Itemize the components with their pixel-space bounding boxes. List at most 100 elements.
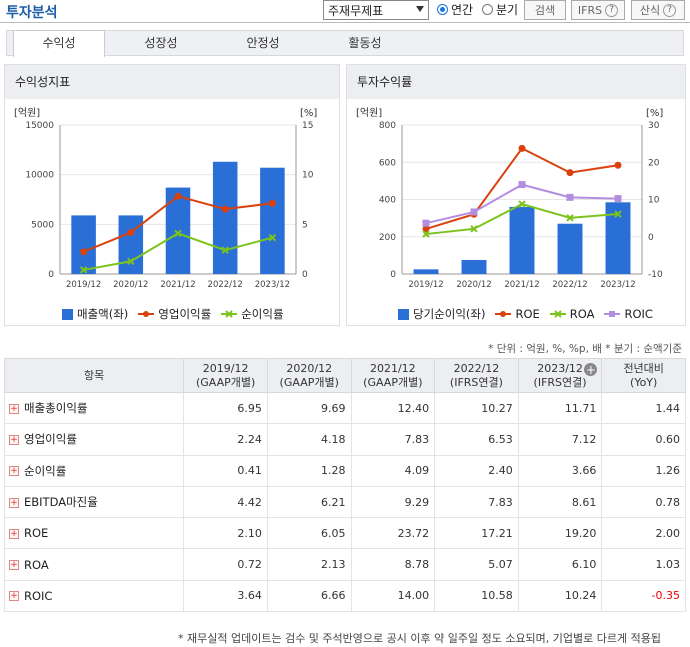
- expand-row-icon[interactable]: +: [9, 560, 19, 571]
- y-tick-label: 200: [379, 233, 396, 243]
- value-cell: 6.05: [266, 517, 352, 550]
- tab-activity[interactable]: 활동성: [348, 36, 382, 50]
- unit-note: * 단위 : 억원, %, %p, 배 * 분기 : 순액기준: [488, 343, 682, 355]
- value-cell: 7.12: [517, 423, 603, 456]
- header-item: 항목: [3, 358, 185, 393]
- y-tick-label: 15000: [25, 121, 54, 131]
- value-cell: 2.13: [266, 548, 352, 581]
- line-point: [614, 161, 622, 169]
- y-axis-unit-right: [%]: [300, 108, 317, 119]
- legend-item[interactable]: 영업이익률: [138, 306, 211, 322]
- value-cell: 1.28: [266, 454, 352, 487]
- row-label[interactable]: + ROA: [3, 548, 185, 581]
- y-axis-unit-left: [억원]: [356, 107, 382, 119]
- statement-type-select[interactable]: 주재무제표: [323, 0, 429, 20]
- yoy-cell: 1.44: [601, 391, 686, 425]
- tab-bar: 수익성 성장성 안정성 활동성: [6, 30, 684, 57]
- panel-title: 수익성지표: [5, 65, 339, 99]
- y2-tick-label: 10: [648, 196, 660, 206]
- x-tick-label: 2020/12: [456, 280, 491, 290]
- value-cell: 17.21: [434, 517, 519, 550]
- search-button[interactable]: 검색: [524, 0, 566, 20]
- yoy-cell: 0.78: [601, 485, 686, 519]
- y-tick-label: 10000: [25, 171, 54, 181]
- y2-tick-label: 5: [302, 220, 308, 230]
- legend-item[interactable]: 순이익률: [221, 306, 284, 322]
- bar: [461, 260, 487, 274]
- chevron-down-icon: [416, 6, 424, 12]
- value-cell: 14.00: [350, 579, 436, 613]
- bar: [260, 167, 285, 274]
- legend-item[interactable]: ROE: [495, 307, 540, 321]
- formula-help-button[interactable]: 산식?: [631, 0, 685, 20]
- expand-row-icon[interactable]: +: [9, 591, 19, 602]
- expand-row-icon[interactable]: +: [9, 403, 19, 414]
- line-swatch: [604, 311, 621, 317]
- legend-item[interactable]: ROA: [549, 307, 594, 321]
- legend-item[interactable]: ROIC: [604, 307, 653, 321]
- header-label: 2019/12: [202, 361, 249, 375]
- header-sublabel: (GAAP개별): [279, 375, 339, 389]
- expand-row-icon[interactable]: +: [9, 466, 19, 477]
- header-period: 2022/12 (IFRS연결): [434, 358, 519, 393]
- investment-return-chart-panel: 투자수익률: [346, 64, 686, 326]
- radio-annual[interactable]: 연간: [437, 1, 473, 18]
- x-tick-label: 2021/12: [160, 280, 195, 290]
- value-cell: 11.71: [517, 391, 603, 425]
- row-label[interactable]: + 매출총이익률: [3, 391, 185, 425]
- expand-row-icon[interactable]: +: [9, 434, 19, 445]
- row-label[interactable]: + EBITDA마진율: [3, 485, 185, 519]
- profitability-chart: [억원] [%] 0 5000 10000 15000 0 5 10 15 2019/12 2020/…: [14, 107, 317, 290]
- value-cell: 3.66: [517, 454, 603, 487]
- line-point: [566, 193, 574, 201]
- tab-profitability[interactable]: 수익성: [13, 30, 105, 57]
- line-point: [221, 246, 229, 254]
- value-cell: 6.21: [266, 485, 352, 519]
- tab-stability[interactable]: 안정성: [246, 36, 280, 50]
- value-cell: 5.07: [434, 548, 519, 581]
- row-label-text: ROIC: [24, 588, 53, 603]
- y2-tick-label: 0: [648, 233, 654, 243]
- ifrs-help-button[interactable]: IFRS?: [571, 0, 625, 20]
- value-cell: 2.10: [183, 517, 268, 550]
- row-label[interactable]: + 영업이익률: [3, 423, 185, 456]
- value-cell: 0.72: [183, 548, 268, 581]
- header-label: 항목: [84, 368, 105, 382]
- row-label[interactable]: + ROE: [3, 517, 185, 550]
- line-swatch: [549, 310, 566, 318]
- header-label: 전년대비: [623, 361, 664, 375]
- radio-quarter[interactable]: 분기: [482, 1, 518, 18]
- table-row: + ROA 0.72 2.13 8.78 5.07 6.10 1.03: [3, 548, 686, 581]
- x-tick-label: 2023/12: [600, 280, 635, 290]
- yoy-cell: 1.26: [601, 454, 686, 487]
- table-row: + ROE 2.10 6.05 23.72 17.21 19.20 2.00: [3, 517, 686, 550]
- value-cell: 2.40: [434, 454, 519, 487]
- value-cell: 8.61: [517, 485, 603, 519]
- line-point: [268, 233, 277, 242]
- row-label[interactable]: + 순이익률: [3, 454, 185, 487]
- bar: [212, 161, 238, 274]
- expand-row-icon[interactable]: +: [9, 528, 19, 539]
- tab-growth[interactable]: 성장성: [144, 36, 178, 50]
- x-tick-label: 2020/12: [113, 280, 148, 290]
- header-period: 2019/12 (GAAP개별): [183, 358, 268, 393]
- bar: [71, 215, 96, 274]
- table-row: + 영업이익률 2.24 4.18 7.83 6.53 7.12 0.60: [3, 423, 686, 456]
- expand-columns-icon[interactable]: +: [584, 362, 598, 377]
- legend-item[interactable]: 매출액(좌): [62, 306, 128, 322]
- line-point: [566, 214, 574, 222]
- y2-tick-label: 20: [648, 158, 660, 168]
- row-label[interactable]: + ROIC: [3, 579, 185, 613]
- bar-swatch: [62, 308, 73, 320]
- x-tick-label: 2022/12: [552, 280, 587, 290]
- bar: [509, 206, 535, 274]
- legend-item[interactable]: 당기순이익(좌): [398, 306, 485, 322]
- chart-legend-left: 매출액(좌) 영업이익률 순이익률: [62, 306, 284, 322]
- line-point: [80, 248, 88, 256]
- expand-row-icon[interactable]: +: [9, 497, 19, 508]
- value-cell: 12.40: [350, 391, 436, 425]
- radio-selected-icon: [437, 4, 448, 15]
- panel-title: 투자수익률: [347, 65, 685, 99]
- value-cell: 4.18: [266, 423, 352, 456]
- header-label: 2023/12: [537, 361, 583, 375]
